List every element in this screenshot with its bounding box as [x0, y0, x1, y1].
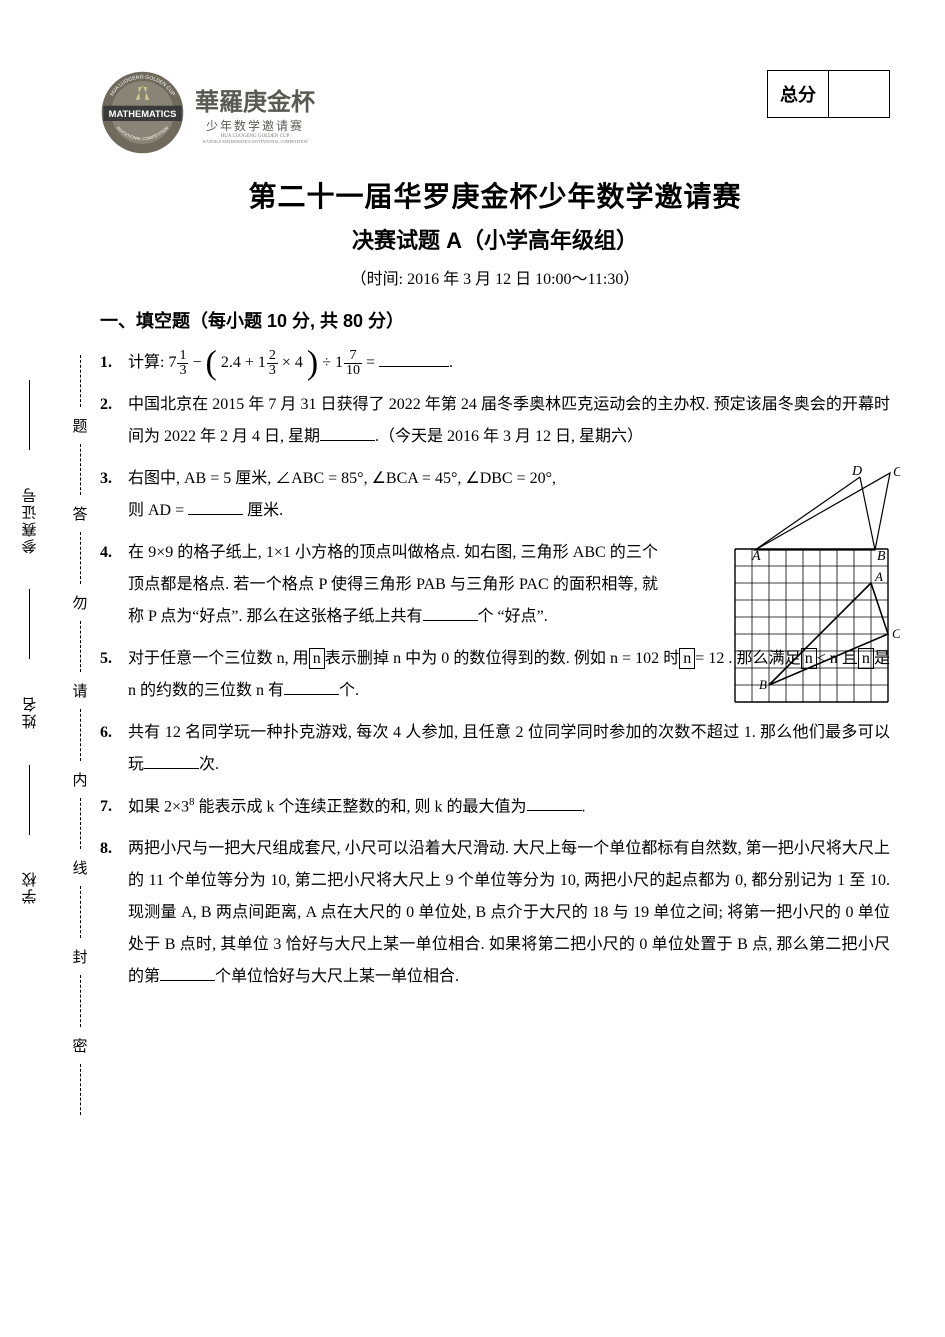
seal-logo-icon: HUA LUOGENG GOLDEN CUP MATHEMATICS INVIT… — [100, 70, 185, 155]
id-label: 参赛证号 — [20, 486, 41, 554]
score-box: 总分 — [767, 70, 890, 118]
p1-t1n: 1 — [177, 349, 188, 364]
p5-s4: < n 且 — [817, 650, 858, 667]
p1-minus: − — [192, 354, 201, 371]
p3-b: 则 AD = — [128, 502, 188, 519]
p8-blank — [160, 965, 215, 981]
page-title: 第二十一届华罗庚金杯少年数学邀请赛 — [100, 175, 890, 215]
svg-text:MATHEMATICS: MATHEMATICS — [109, 109, 177, 119]
problem-5: 对于任意一个三位数 n, 用n表示删掉 n 中为 0 的数位得到的数. 例如 n… — [100, 643, 890, 707]
binding-char: 勿 — [72, 584, 87, 621]
binding-dash-strip: 题 答 勿 请 内 线 封 密 — [60, 355, 100, 1115]
p1-t2a: 2.4 — [221, 354, 241, 371]
problem-3: 右图中, AB = 5 厘米, ∠ABC = 85°, ∠BCA = 45°, … — [100, 463, 890, 527]
logo-sub1: 少年数学邀请赛 — [206, 117, 304, 134]
p4-a: 在 9×9 的格子纸上, 1×1 小方格的顶点叫做格点. 如右图, 三角形 AB… — [128, 544, 658, 625]
p1-suffix: . — [449, 354, 453, 371]
svg-text:A: A — [874, 569, 883, 584]
p3-blank — [188, 499, 243, 515]
svg-text:C: C — [893, 465, 900, 480]
p4-blank — [423, 605, 478, 621]
binding-char: 答 — [72, 495, 87, 532]
problem-4: 在 9×9 的格子纸上, 1×1 小方格的顶点叫做格点. 如右图, 三角形 AB… — [100, 537, 890, 633]
logo-sub3: JUVENILE MATHEMATICS INVITATIONAL COMPET… — [202, 139, 307, 144]
p1-t3w: 1 — [335, 347, 343, 379]
p5-s2: 表示删掉 n 中为 0 的数位得到的数. 例如 n = 102 时 — [325, 650, 680, 667]
p1-blank — [379, 351, 449, 367]
p7-blank — [527, 795, 582, 811]
p6-b: 次. — [199, 756, 219, 773]
p1-prefix: 计算: — [128, 354, 168, 371]
p1-t2bn: 2 — [267, 349, 278, 364]
p7-c: . — [582, 798, 586, 815]
p1-t1d: 3 — [177, 364, 188, 378]
school-label: 学校 — [20, 870, 41, 904]
binding-info-strip: 学校 姓名 参赛证号 — [20, 360, 40, 920]
p5-box2: n — [679, 648, 695, 669]
p5-s3: = 12 . 那么满足 — [695, 650, 800, 667]
page-content: HUA LUOGENG GOLDEN CUP MATHEMATICS INVIT… — [100, 70, 890, 1003]
problem-6: 共有 12 名同学玩一种扑克游戏, 每次 4 人参加, 且任意 2 位同学同时参… — [100, 717, 890, 781]
p1-times: × — [282, 354, 291, 371]
p5-s1: 对于任意一个三位数 n, 用 — [128, 650, 309, 667]
p1-t2bw: 1 — [258, 347, 266, 379]
p5-s6: 个. — [339, 682, 359, 699]
svg-text:D: D — [851, 465, 862, 479]
score-label: 总分 — [768, 71, 829, 117]
p3-c: 厘米. — [243, 502, 283, 519]
p5-box1: n — [309, 648, 325, 669]
p2-b: .（今天是 2016 年 3 月 12 日, 星期六） — [375, 428, 643, 445]
section-heading: 一、填空题（每小题 10 分, 共 80 分） — [100, 307, 890, 333]
p8-a: 两把小尺与一把大尺组成套尺, 小尺可以沿着大尺滑动. 大尺上每一个单位都标有自然… — [128, 840, 890, 985]
p3-a: 右图中, AB = 5 厘米, ∠ABC = 85°, ∠BCA = 45°, … — [128, 470, 556, 487]
p1-t2bd: 3 — [267, 364, 278, 378]
p4-b: 个 “好点”. — [478, 608, 548, 625]
p1-t3n: 7 — [344, 349, 362, 364]
problem-2: 中国北京在 2015 年 7 月 31 日获得了 2022 年第 24 届冬季奥… — [100, 389, 890, 453]
p1-div: ÷ — [322, 354, 331, 371]
binding-char: 内 — [72, 761, 87, 798]
p7-a: 如果 2×3 — [128, 798, 189, 815]
binding-char: 线 — [72, 849, 87, 886]
p6-a: 共有 12 名同学玩一种扑克游戏, 每次 4 人参加, 且任意 2 位同学同时参… — [128, 724, 890, 773]
p1-plus: + — [245, 354, 254, 371]
problem-1: 计算: 713 − ( 2.4 + 123 × 4 ) ÷ 1710 = . — [100, 347, 890, 379]
page-subtitle: 决赛试题 A（小学高年级组） — [100, 223, 890, 255]
name-blank — [30, 589, 31, 659]
p1-t1w: 7 — [168, 347, 176, 379]
binding-char: 题 — [72, 407, 87, 444]
svg-text:C: C — [892, 626, 900, 641]
p5-blank — [284, 679, 339, 695]
p8-b: 个单位恰好与大尺上某一单位相合. — [215, 968, 459, 985]
binding-char: 封 — [72, 938, 87, 975]
problem-7: 如果 2×38 能表示成 k 个连续正整数的和, 则 k 的最大值为. — [100, 791, 890, 823]
p1-rparen: ) — [307, 344, 318, 381]
p2-blank — [320, 425, 375, 441]
p1-t2c: 4 — [295, 354, 303, 371]
binding-char: 请 — [72, 672, 87, 709]
p5-box4: n — [858, 648, 874, 669]
time-line: （时间: 2016 年 3 月 12 日 10:00～11:30） — [100, 265, 890, 289]
problem-list: 计算: 713 − ( 2.4 + 123 × 4 ) ÷ 1710 = . 中… — [100, 347, 890, 993]
p1-t3d: 10 — [344, 364, 362, 378]
header-row: HUA LUOGENG GOLDEN CUP MATHEMATICS INVIT… — [100, 70, 890, 155]
p7-b: 能表示成 k 个连续正整数的和, 则 k 的最大值为 — [195, 798, 527, 815]
school-blank — [30, 765, 31, 835]
p1-lparen: ( — [205, 344, 216, 381]
id-blank — [30, 380, 31, 450]
score-value — [829, 71, 889, 117]
logo-calligraphy: 華羅庚金杯 — [195, 82, 315, 117]
calligraphy-logo: 華羅庚金杯 少年数学邀请赛 HUA LUOGENG GOLDEN CUP JUV… — [195, 70, 315, 155]
logo-block: HUA LUOGENG GOLDEN CUP MATHEMATICS INVIT… — [100, 70, 315, 155]
p1-eq: = — [366, 354, 375, 371]
p5-box3: n — [801, 648, 817, 669]
binding-char: 密 — [72, 1027, 87, 1064]
name-label: 姓名 — [20, 695, 41, 729]
problem-8: 两把小尺与一把大尺组成套尺, 小尺可以沿着大尺滑动. 大尺上每一个单位都标有自然… — [100, 833, 890, 993]
p6-blank — [144, 753, 199, 769]
